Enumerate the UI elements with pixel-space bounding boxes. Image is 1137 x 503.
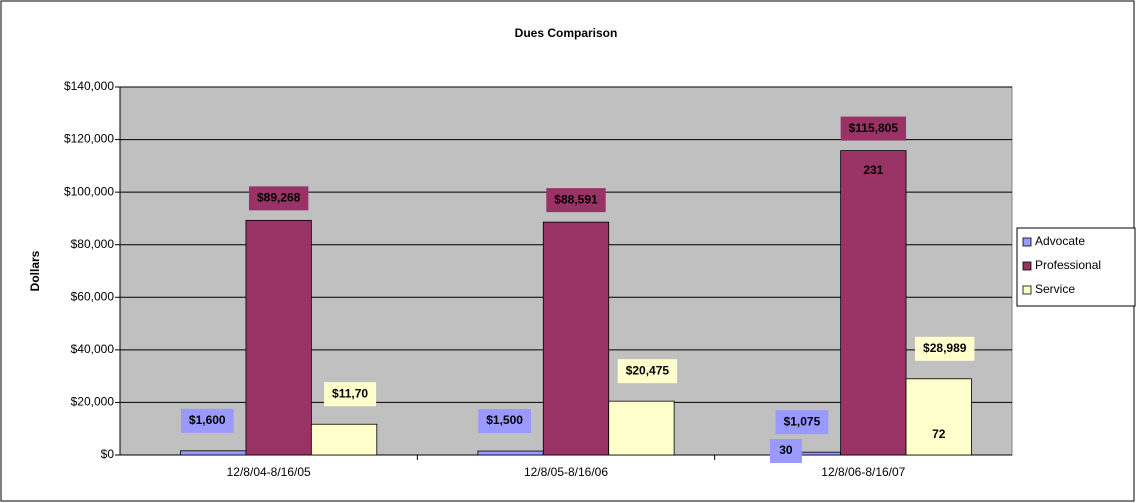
y-tick-label: $80,000	[71, 237, 115, 251]
bar	[245, 219, 312, 456]
legend-swatch	[1022, 237, 1032, 247]
legend-label: Professional	[1035, 258, 1101, 272]
value-label-box	[775, 410, 829, 435]
annotation: 30	[779, 443, 793, 457]
y-tick-label: $60,000	[71, 289, 115, 303]
legend-swatch	[1022, 261, 1032, 271]
bar	[180, 450, 247, 456]
bar	[608, 400, 675, 456]
value-label: $1,500	[486, 413, 523, 427]
bar	[477, 450, 544, 456]
value-label-box	[478, 409, 531, 434]
value-label: $20,475	[626, 363, 670, 377]
value-label: $89,268	[257, 191, 301, 205]
legend-swatch	[1022, 285, 1032, 295]
legend-label: Advocate	[1035, 234, 1085, 248]
value-label-box	[840, 116, 907, 141]
annotation-box	[769, 439, 802, 463]
y-tick-label: $0	[101, 447, 115, 461]
value-label: $28,989	[923, 341, 967, 355]
value-label: $1,600	[189, 413, 226, 427]
y-tick-label: $100,000	[64, 184, 114, 198]
y-tick-label: $120,000	[64, 132, 114, 146]
y-tick-label: $140,000	[64, 79, 114, 93]
annotation: 231	[863, 163, 883, 177]
y-tick-label: $40,000	[71, 342, 115, 356]
y-tick-label: $20,000	[71, 395, 115, 409]
value-label-box	[915, 336, 975, 361]
value-label-box	[546, 188, 606, 213]
value-label-box	[324, 382, 377, 407]
value-label: $88,591	[554, 192, 598, 206]
x-tick-label: 12/8/04-8/16/05	[227, 465, 311, 479]
bar	[542, 221, 610, 456]
bar	[310, 423, 378, 456]
value-label: $1,075	[784, 414, 821, 428]
x-tick-label: 12/8/06-8/16/07	[821, 465, 905, 479]
value-label-box	[248, 186, 309, 211]
legend-box	[1016, 227, 1136, 307]
y-axis-label: Dollars	[28, 250, 42, 291]
value-label-box	[617, 359, 678, 384]
value-label-box	[180, 408, 234, 433]
value-label: $11,70	[332, 386, 368, 400]
x-tick-label: 12/8/05-8/16/06	[524, 465, 608, 479]
annotation: 72	[932, 427, 946, 441]
bar	[905, 378, 972, 456]
value-label: $115,805	[849, 121, 899, 135]
chart-title: Dues Comparison	[515, 26, 618, 40]
bar	[840, 150, 907, 456]
legend-label: Service	[1035, 282, 1075, 296]
